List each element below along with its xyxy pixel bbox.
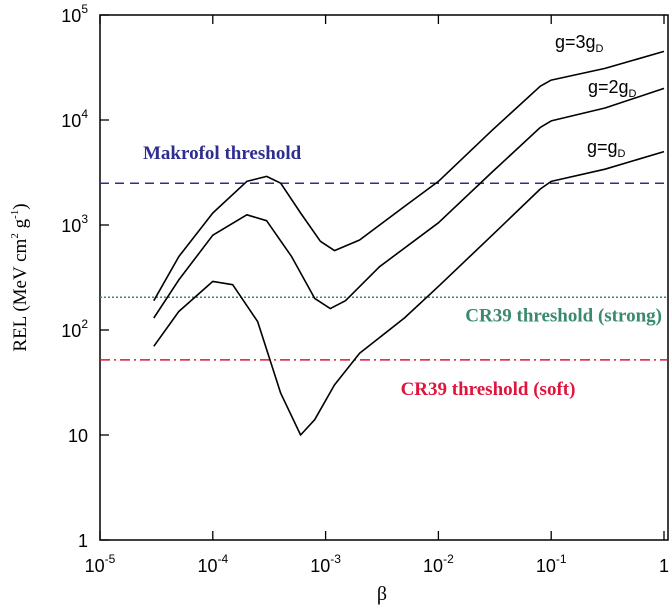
- tick-exponent: 4: [81, 107, 88, 121]
- tick-exponent: -5: [105, 552, 116, 566]
- threshold-label: CR39 threshold (strong): [465, 305, 662, 326]
- y-label-text: g: [10, 218, 31, 233]
- tick-label: 1: [78, 531, 88, 551]
- series-line: [153, 150, 665, 436]
- tick-exponent: -1: [556, 552, 567, 566]
- series-label: g=2gD: [588, 77, 637, 100]
- tick-base: 10: [310, 556, 330, 576]
- series-line: [153, 87, 665, 319]
- tick-base: 10: [61, 321, 81, 341]
- tick-label: 10-5: [85, 552, 116, 576]
- tick-label: 10: [68, 426, 88, 446]
- threshold-label: Makrofol threshold: [143, 143, 302, 164]
- series-name: g=g: [587, 137, 618, 157]
- tick-base: 10: [61, 216, 81, 236]
- tick-label: 10-4: [197, 552, 228, 576]
- tick-exponent: 3: [81, 212, 88, 226]
- series-line: [153, 50, 665, 302]
- tick-label: 10-1: [536, 552, 567, 576]
- tick-base: 10: [197, 556, 217, 576]
- tick-label: 103: [61, 212, 88, 236]
- tick-base: 10: [536, 556, 556, 576]
- tick-exponent: -2: [443, 552, 454, 566]
- series-subscript: D: [596, 43, 604, 55]
- y-axis-label: REL (MeV cm2 g-1): [9, 203, 31, 351]
- tick-base: 10: [85, 556, 105, 576]
- tick-base: 10: [61, 6, 81, 26]
- tick-label: 104: [61, 107, 88, 131]
- tick-exponent: -4: [217, 552, 228, 566]
- plot-frame: [99, 14, 669, 541]
- tick-label: 10-3: [310, 552, 341, 576]
- tick-label: 105: [61, 2, 88, 26]
- y-label-sup: 2: [9, 233, 21, 239]
- tick-label: 1: [659, 556, 669, 576]
- tick-exponent: 2: [81, 317, 88, 331]
- series-label: g=3gD: [555, 32, 604, 55]
- x-axis-label: β: [377, 583, 387, 605]
- threshold-label: CR39 threshold (soft): [401, 379, 576, 400]
- series-name: g=2g: [588, 77, 629, 97]
- series-subscript: D: [618, 148, 626, 160]
- tick-exponent: 5: [81, 2, 88, 16]
- series-subscript: D: [629, 88, 637, 100]
- tick-base: 10: [61, 111, 81, 131]
- tick-exponent: -3: [330, 552, 341, 566]
- tick-label: 102: [61, 317, 88, 341]
- tick-label: 10-2: [423, 552, 454, 576]
- y-label-text: ): [10, 203, 31, 209]
- y-label-text: REL (MeV cm: [10, 238, 31, 351]
- tick-base: 10: [423, 556, 443, 576]
- series-label: g=gD: [587, 137, 626, 160]
- series-name: g=3g: [555, 32, 596, 52]
- y-label-sup: -1: [9, 210, 21, 219]
